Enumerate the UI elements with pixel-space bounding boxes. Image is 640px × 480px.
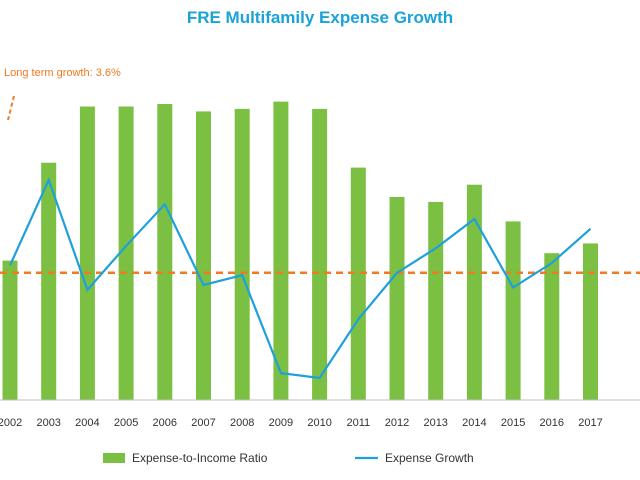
chart-title: FRE Multifamily Expense Growth	[186, 8, 454, 27]
bar-2012	[389, 197, 405, 400]
bar-2015	[505, 221, 521, 400]
x-tick-2007: 2007	[191, 417, 215, 429]
bar-2009	[273, 101, 289, 400]
x-tick-2014: 2014	[462, 417, 486, 429]
bar-2016	[544, 253, 560, 400]
bar-2006	[157, 104, 173, 400]
bar-2003	[41, 162, 57, 400]
x-tick-2003: 2003	[36, 417, 60, 429]
x-tick-2002: 2002	[0, 417, 22, 429]
x-tick-2006: 2006	[153, 417, 177, 429]
line-layer	[8, 176, 592, 380]
x-tick-2012: 2012	[385, 417, 409, 429]
bar-2005	[118, 106, 134, 400]
bar-2002	[2, 260, 18, 400]
x-tick-2008: 2008	[230, 417, 254, 429]
x-tick-2005: 2005	[114, 417, 138, 429]
bar-2007	[196, 111, 211, 401]
x-tick-2017: 2017	[578, 417, 602, 429]
x-tick-2015: 2015	[501, 417, 525, 429]
expense-growth-line	[8, 176, 592, 380]
bar-2008	[234, 108, 250, 401]
bar-2014	[466, 184, 482, 400]
legend-label-line: Expense Growth	[385, 451, 474, 465]
legend-label-bar: Expense-to-Income Ratio	[132, 451, 268, 465]
reference-layer: Long term growth: 3.6%	[0, 67, 640, 275]
bar-2013	[428, 201, 444, 400]
long-term-growth-pointer	[7, 95, 15, 121]
bar-2004	[79, 106, 95, 400]
bar-2017	[583, 243, 598, 400]
x-tick-2010: 2010	[307, 417, 331, 429]
legend-swatch-bar	[103, 453, 125, 463]
bar-2010	[312, 108, 328, 401]
x-tick-2016: 2016	[540, 417, 564, 429]
bars-layer	[2, 101, 598, 401]
x-tick-2013: 2013	[423, 417, 447, 429]
x-tick-2011: 2011	[346, 417, 370, 429]
long-term-growth-label: Long term growth: 3.6%	[4, 67, 121, 79]
x-axis: 2002 2003 2004 2005 2006 2007 2008 2009 2010 2011…	[0, 399, 640, 429]
bar-2011	[350, 167, 366, 400]
legend: Expense-to-Income Ratio Expense Growth	[103, 451, 474, 465]
x-tick-2009: 2009	[269, 417, 293, 429]
x-tick-2004: 2004	[75, 417, 99, 429]
